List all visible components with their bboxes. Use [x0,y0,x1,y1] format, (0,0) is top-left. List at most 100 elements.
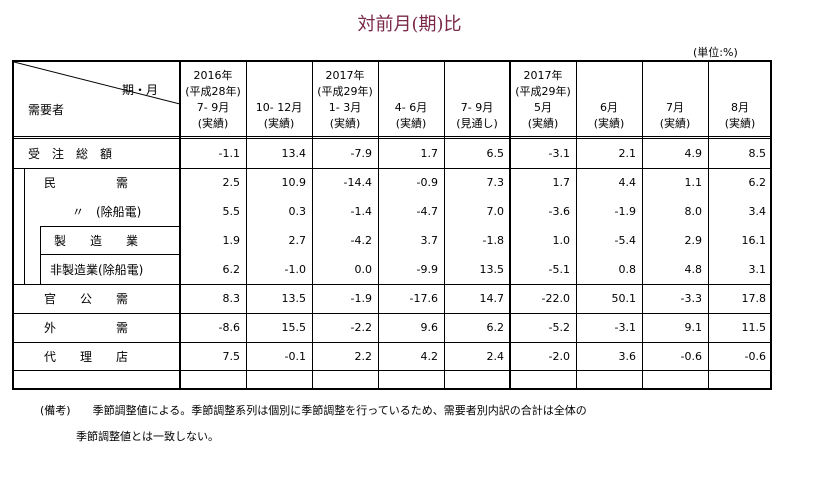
value-cell: 7.3 [486,176,505,189]
row-label: 民 需 [44,176,129,190]
value-cell: -9.9 [416,263,438,276]
column-divider [179,62,181,388]
unit-label: (単位:%) [693,46,738,59]
value-cell: -7.9 [350,147,372,160]
value-cell: 6.2 [222,263,241,276]
column-header: 2016年 (平成28年) 7- 9月 (実績) [180,68,246,132]
column-header-line: 2016年 [193,69,233,82]
row-label: 官 公 需 [44,292,129,306]
row-label: 〃 (除船電) [72,205,142,219]
group-indent-border [40,226,180,227]
value-cell: 4.2 [420,350,439,363]
value-cell: 2.7 [288,234,307,247]
row-divider [14,284,772,285]
header-divider [14,138,772,139]
column-header-line: (平成29年) [317,85,373,98]
row-divider [14,370,772,371]
column-header: 7月 (実績) [642,100,708,132]
value-cell: 1.7 [552,176,571,189]
column-header-line: (見通し) [456,117,498,130]
value-cell: 13.5 [479,263,505,276]
column-header: 6月 (実績) [576,100,642,132]
value-cell: 4.8 [684,263,703,276]
value-cell: 11.5 [741,321,767,334]
column-header-line: (実績) [724,117,756,130]
value-cell: 14.7 [479,292,505,305]
value-cell: -3.3 [680,292,702,305]
group-indent-border [24,168,25,284]
column-header: 10- 12月 (実績) [246,100,312,132]
group-indent-border [40,254,180,255]
column-header: 8月 (実績) [708,100,772,132]
column-header: 2017年 (平成29年) 5月 (実績) [510,68,576,132]
value-cell: 8.5 [748,147,767,160]
value-cell: -1.8 [482,234,504,247]
column-header-line: (実績) [197,117,229,130]
value-cell: -0.9 [416,176,438,189]
value-cell: 13.4 [281,147,307,160]
row-label: 非製造業(除船電) [50,263,144,277]
column-divider [708,62,709,388]
column-header-line: 6月 [600,101,618,114]
header-diagonal [14,62,180,105]
column-divider [576,62,577,388]
value-cell: -1.0 [284,263,306,276]
data-table: 期・月 需要者 2016年 (平成28年) 7- 9月 (実績) 10- 12月 (実績)… [12,60,772,390]
value-cell: 0.0 [354,263,373,276]
column-divider [509,62,511,388]
value-cell: 4.4 [618,176,637,189]
value-cell: -1.9 [614,205,636,218]
row-label: 代 理 店 [44,350,129,364]
value-cell: 1.7 [420,147,439,160]
row-label: 製 造 業 [54,234,139,248]
value-cell: -5.1 [548,263,570,276]
value-cell: -1.9 [350,292,372,305]
column-header-line: (実績) [659,117,691,130]
value-cell: 6.2 [748,176,767,189]
value-cell: 3.6 [618,350,637,363]
value-cell: -17.6 [409,292,438,305]
corner-demander-label: 需要者 [28,103,65,117]
value-cell: -14.4 [343,176,372,189]
value-cell: -3.1 [614,321,636,334]
value-cell: 7.0 [486,205,505,218]
group-indent-border [40,226,41,284]
column-header-line: (実績) [395,117,427,130]
column-header-line: (実績) [329,117,361,130]
column-header-line: 7月 [666,101,684,114]
column-divider [378,62,379,388]
value-cell: 13.5 [281,292,307,305]
value-cell: -8.6 [218,321,240,334]
column-divider [642,62,643,388]
value-cell: 1.0 [552,234,571,247]
column-header-line: 4- 6月 [394,101,428,114]
column-header-line: 7- 9月 [196,101,230,114]
value-cell: 0.8 [618,263,637,276]
value-cell: 17.8 [741,292,767,305]
column-header-line: 2017年 [325,69,365,82]
value-cell: 16.1 [741,234,767,247]
row-label: 外 需 [44,321,129,335]
value-cell: 0.3 [288,205,307,218]
column-header-line: 2017年 [523,69,563,82]
column-header-line: (実績) [263,117,295,130]
value-cell: 15.5 [281,321,307,334]
column-header-line: 7- 9月 [460,101,494,114]
value-cell: -1.4 [350,205,372,218]
column-divider [444,62,445,388]
value-cell: 6.5 [486,147,505,160]
value-cell: 5.5 [222,205,241,218]
column-header-line: 1- 3月 [328,101,362,114]
value-cell: -22.0 [541,292,570,305]
column-header: 2017年 (平成29年) 1- 3月 (実績) [312,68,378,132]
value-cell: -2.0 [548,350,570,363]
value-cell: -2.2 [350,321,372,334]
value-cell: -1.1 [218,147,240,160]
value-cell: -0.6 [680,350,702,363]
column-header-line: 10- 12月 [255,101,303,114]
value-cell: 50.1 [611,292,637,305]
value-cell: 3.4 [748,205,767,218]
column-header-line: 8月 [731,101,749,114]
value-cell: 3.1 [748,263,767,276]
value-cell: 4.9 [684,147,703,160]
